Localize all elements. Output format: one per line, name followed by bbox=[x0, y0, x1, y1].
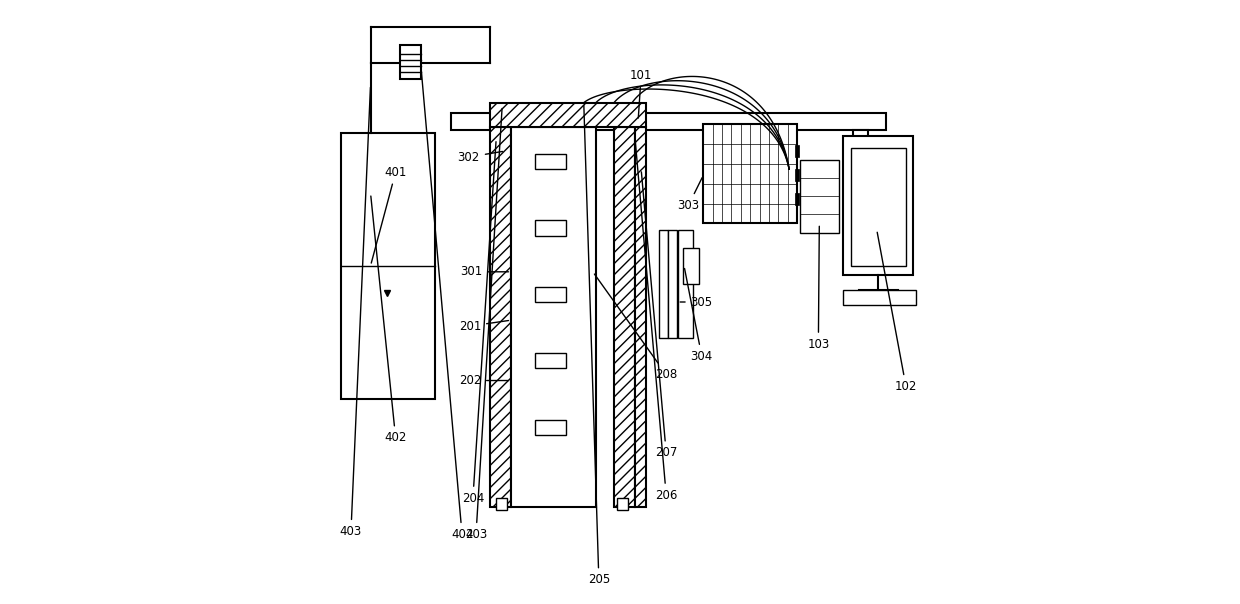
Bar bbox=[843, 290, 916, 305]
Text: 205: 205 bbox=[584, 106, 610, 586]
Text: 103: 103 bbox=[807, 226, 830, 351]
Bar bbox=[618, 498, 627, 510]
Bar bbox=[536, 154, 565, 169]
Bar bbox=[341, 133, 434, 399]
Bar bbox=[668, 230, 677, 338]
Bar bbox=[795, 193, 799, 205]
Text: 201: 201 bbox=[459, 320, 508, 333]
Text: 301: 301 bbox=[460, 265, 508, 278]
Bar bbox=[614, 127, 635, 507]
Text: 302: 302 bbox=[458, 150, 502, 164]
Text: 206: 206 bbox=[635, 142, 677, 502]
Bar bbox=[843, 136, 913, 275]
Bar bbox=[703, 124, 797, 223]
Bar bbox=[536, 353, 565, 368]
Bar bbox=[795, 169, 799, 181]
Text: 202: 202 bbox=[459, 374, 508, 387]
Bar bbox=[851, 148, 905, 266]
Text: 207: 207 bbox=[641, 172, 677, 460]
Bar bbox=[683, 248, 698, 284]
Text: 303: 303 bbox=[677, 178, 702, 212]
Bar bbox=[490, 103, 646, 127]
Bar bbox=[800, 160, 839, 233]
Text: 404: 404 bbox=[420, 66, 474, 541]
Bar bbox=[635, 127, 646, 507]
Bar bbox=[536, 420, 565, 435]
Text: 208: 208 bbox=[594, 274, 677, 381]
Text: 101: 101 bbox=[630, 69, 652, 118]
Bar bbox=[502, 130, 517, 272]
Bar bbox=[660, 230, 668, 338]
Text: 204: 204 bbox=[461, 142, 496, 505]
Bar bbox=[399, 45, 420, 79]
Bar bbox=[496, 498, 507, 510]
Bar bbox=[490, 127, 511, 507]
Bar bbox=[795, 145, 799, 157]
Bar bbox=[451, 113, 885, 130]
Bar bbox=[853, 130, 868, 272]
Bar bbox=[536, 287, 565, 302]
Bar bbox=[536, 220, 565, 236]
Text: 401: 401 bbox=[371, 165, 407, 263]
Bar bbox=[678, 230, 693, 338]
Text: 305: 305 bbox=[681, 295, 713, 309]
Bar bbox=[511, 127, 596, 507]
Text: 402: 402 bbox=[371, 196, 407, 445]
Text: 102: 102 bbox=[877, 233, 918, 393]
Text: 403: 403 bbox=[340, 88, 371, 538]
Text: 304: 304 bbox=[684, 269, 713, 363]
Text: 203: 203 bbox=[465, 109, 502, 541]
